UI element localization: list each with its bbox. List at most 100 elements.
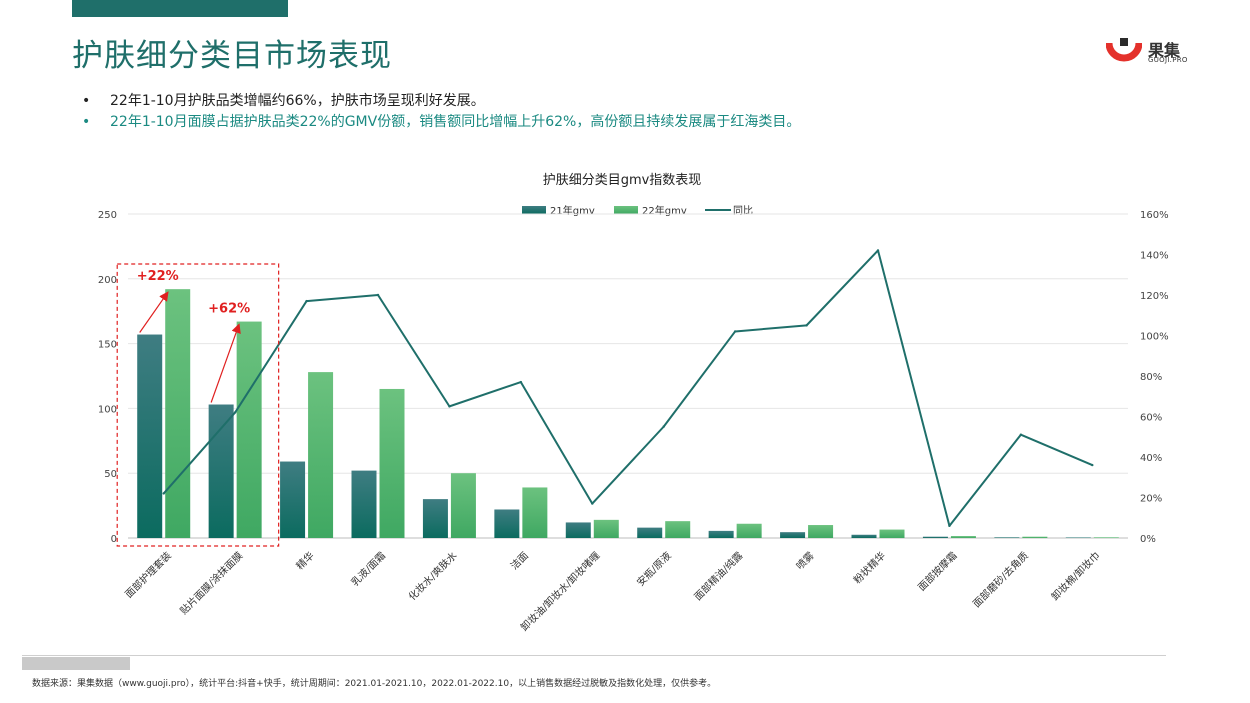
- logo-name: 果集: [1148, 41, 1181, 60]
- yoy-line: [162, 249, 1094, 528]
- right-tick-label: 120%: [1140, 291, 1169, 302]
- category-label: 卸妆棉/卸妆巾: [1048, 549, 1102, 603]
- yoy-point: [233, 411, 237, 414]
- summary-bullets: • 22年1-10月护肤品类增幅约66%，护肤市场呈现利好发展。 • 22年1-10…: [82, 91, 800, 133]
- yoy-point: [376, 293, 380, 297]
- logo-subtitle: GUOJI.PRO: [1148, 56, 1188, 64]
- bar-22-gmv: [1022, 536, 1048, 538]
- chart-legend: 21年gmv 22年gmv 同比: [522, 204, 753, 217]
- bar-22-gmv: [522, 487, 548, 538]
- brand-logo: 果集 GUOJI.PRO: [1106, 34, 1196, 68]
- category-label: 安瓶/原液: [634, 549, 674, 589]
- data-source-note: 数据来源：果集数据（www.guoji.pro），统计平台:抖音+快手，统计周期…: [32, 679, 717, 689]
- left-tick-label: 0: [111, 534, 117, 545]
- bar-21-gmv: [137, 334, 163, 538]
- left-tick-label: 100: [98, 404, 117, 415]
- category-label: 化妆水/爽肤水: [406, 549, 460, 603]
- right-axis-ticks: 0% 20% 40% 60% 80% 100% 120% 140% 160%: [1140, 210, 1169, 545]
- left-tick-label: 150: [98, 340, 117, 351]
- bar-22-gmv: [593, 519, 619, 538]
- bar-21-gmv: [780, 532, 806, 538]
- footer-accent-bar: [22, 657, 130, 670]
- category-label: 面部按摩霜: [915, 549, 960, 594]
- summary-bullet-2: • 22年1-10月面膜占据护肤品类22%的GMV份额，销售额同比增幅上升62%，…: [82, 114, 801, 130]
- yoy-point: [876, 249, 880, 252]
- bar-22-gmv: [879, 529, 905, 538]
- logo-mark-icon: [1106, 38, 1142, 62]
- yoy-point: [1091, 463, 1094, 467]
- bar-22-gmv: [808, 525, 834, 538]
- bar-21-gmv: [1065, 537, 1091, 538]
- yoy-point: [162, 492, 165, 495]
- right-tick-label: 140%: [1140, 251, 1169, 262]
- yoy-point: [591, 502, 594, 505]
- bar-21-gmv: [280, 461, 306, 538]
- growth-annotation: +62%: [208, 302, 250, 317]
- bar-21-gmv: [708, 530, 734, 538]
- legend-label: 22年gmv: [642, 204, 687, 217]
- header-accent-bar: [72, 0, 288, 17]
- summary-bullet-text: 22年1-10月护肤品类增幅约66%，护肤市场呈现利好发展。: [110, 93, 485, 109]
- category-label: 喷雾: [794, 550, 817, 573]
- yoy-point: [662, 425, 665, 428]
- page-title: 护肤细分类目市场表现: [72, 38, 392, 74]
- category-label: 卸妆油/卸妆水/卸妆啫喱: [518, 549, 603, 634]
- right-tick-label: 60%: [1140, 413, 1162, 424]
- yoy-point: [805, 324, 808, 327]
- category-labels: 面部护理套装 贴片面膜/涂抹面膜 精华 乳液/面霜 化妆水/爽肤水 洁面卸妆油/卸妆水/卸…: [122, 549, 1102, 634]
- left-tick-label: 200: [98, 275, 117, 286]
- legend-label: 同比: [733, 205, 753, 217]
- growth-arrow: [210, 323, 241, 403]
- yoy-point: [948, 524, 951, 528]
- highlight-dashed-box: [116, 263, 280, 547]
- legend-swatch: [522, 206, 546, 214]
- right-tick-label: 0%: [1140, 534, 1156, 545]
- bar-22-gmv: [665, 521, 691, 538]
- summary-bullet-1: • 22年1-10月护肤品类增幅约66%，护肤市场呈现利好发展。: [82, 93, 485, 109]
- bar-21-gmv: [565, 522, 591, 538]
- yoy-point: [733, 330, 737, 333]
- yoy-point: [305, 299, 308, 303]
- right-tick-label: 160%: [1140, 210, 1169, 221]
- left-tick-label: 250: [98, 210, 117, 221]
- right-tick-label: 20%: [1140, 494, 1162, 505]
- summary-bullet-text: 22年1-10月面膜占据护肤品类22%的GMV份额，销售额同比增幅上升62%，高…: [110, 114, 801, 130]
- growth-arrow: [139, 291, 169, 333]
- right-tick-label: 100%: [1140, 332, 1169, 343]
- bar-21-gmv: [351, 470, 377, 538]
- bar-22-gmv: [950, 536, 976, 538]
- yoy-point: [1019, 433, 1023, 436]
- chart-bars: [137, 289, 1119, 538]
- category-label: 面部护理套装: [122, 549, 174, 601]
- category-label: 贴片面膜/涂抹面膜: [177, 549, 245, 617]
- growth-annotation: +22%: [137, 269, 179, 284]
- bar-22-gmv: [379, 388, 405, 538]
- left-axis-ticks: 0 50 100 150 200 250: [98, 210, 117, 545]
- category-label: 精华: [293, 549, 316, 572]
- category-label: 乳液/面霜: [348, 549, 388, 589]
- bar-22-gmv: [450, 473, 476, 538]
- yoy-line-path: [162, 249, 1093, 527]
- bar-21-gmv: [422, 499, 448, 538]
- legend-swatch: [614, 206, 638, 214]
- highlight-box: +22% +62%: [116, 263, 280, 547]
- bar-22-gmv: [736, 523, 762, 538]
- legend-label: 21年gmv: [550, 204, 595, 217]
- bar-21-gmv: [851, 534, 877, 538]
- bar-22-gmv: [308, 372, 334, 538]
- right-tick-label: 80%: [1140, 372, 1162, 383]
- yoy-point: [519, 380, 523, 384]
- bar-21-gmv: [208, 404, 234, 538]
- yoy-point: [448, 405, 451, 408]
- right-tick-label: 40%: [1140, 453, 1162, 464]
- category-label: 洁面: [508, 549, 531, 572]
- bar-21-gmv: [637, 527, 663, 538]
- bar-21-gmv: [994, 537, 1020, 538]
- left-tick-label: 50: [104, 469, 117, 480]
- bar-22-gmv: [165, 289, 191, 538]
- footer-divider: [22, 655, 1166, 656]
- category-label: 面部磨砂/去角质: [970, 549, 1031, 610]
- bar-21-gmv: [922, 536, 948, 538]
- bar-22-gmv: [236, 321, 262, 538]
